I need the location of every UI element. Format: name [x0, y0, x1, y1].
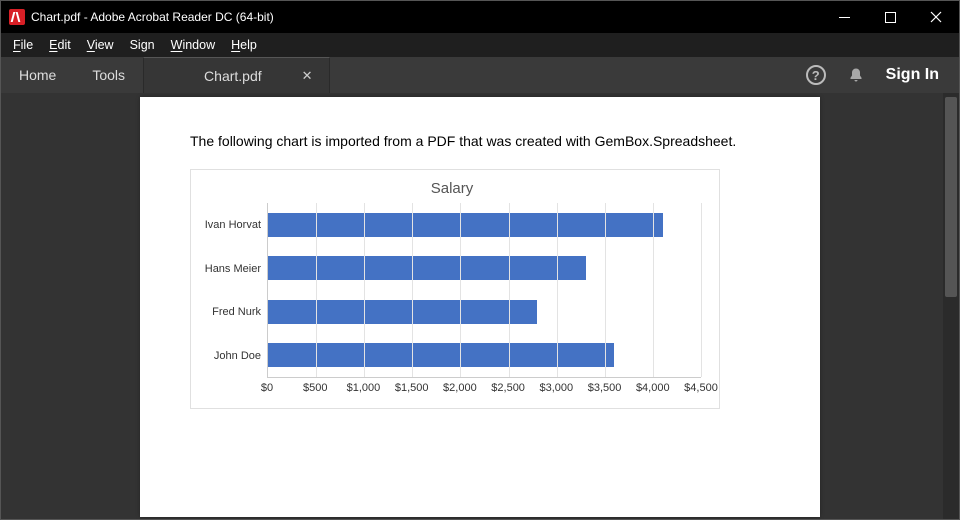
- chart-y-label: Fred Nurk: [203, 291, 267, 335]
- chart-gridline: [509, 203, 510, 377]
- menubar: File Edit View Sign Window Help: [1, 33, 959, 57]
- menu-sign[interactable]: Sign: [122, 36, 163, 54]
- close-icon: [930, 11, 942, 23]
- chart-gridline: [412, 203, 413, 377]
- minimize-button[interactable]: [821, 1, 867, 33]
- chart-x-label: $3,500: [588, 382, 622, 394]
- chart-bars: [268, 203, 701, 377]
- signin-button[interactable]: Sign In: [886, 66, 939, 84]
- document-viewport[interactable]: The following chart is imported from a P…: [1, 93, 959, 519]
- chart-gridline: [364, 203, 365, 377]
- toolbar-left: Home Tools Chart.pdf ✕: [1, 57, 330, 93]
- toolbar-right: ? Sign In: [806, 57, 959, 93]
- window-title: Chart.pdf - Adobe Acrobat Reader DC (64-…: [31, 10, 821, 24]
- chart-x-axis: $0$500$1,000$1,500$2,000$2,500$3,000$3,5…: [267, 378, 701, 398]
- tab-close-icon[interactable]: ✕: [302, 68, 313, 84]
- scrollbar-thumb[interactable]: [945, 97, 957, 297]
- chart-plot-area: [267, 203, 701, 378]
- vertical-scrollbar[interactable]: ▴: [943, 93, 959, 519]
- chart-bar-row: [268, 334, 701, 378]
- chart-gridline: [316, 203, 317, 377]
- chart-x-label: $2,000: [443, 382, 477, 394]
- document-tab-label: Chart.pdf: [204, 68, 262, 84]
- chart-y-label: John Doe: [203, 334, 267, 378]
- tools-button[interactable]: Tools: [74, 57, 143, 93]
- close-button[interactable]: [913, 1, 959, 33]
- notifications-icon[interactable]: [848, 67, 864, 83]
- chart-x-label: $500: [303, 382, 327, 394]
- pdf-page: The following chart is imported from a P…: [140, 97, 820, 517]
- help-icon[interactable]: ?: [806, 65, 826, 85]
- salary-chart: Salary Ivan HorvatHans MeierFred NurkJoh…: [190, 169, 720, 409]
- document-tab[interactable]: Chart.pdf ✕: [143, 57, 330, 93]
- chart-y-label: Ivan Horvat: [203, 203, 267, 247]
- toolbar: Home Tools Chart.pdf ✕ ? Sign In: [1, 57, 959, 93]
- chart-x-label: $2,500: [491, 382, 525, 394]
- app-window: Chart.pdf - Adobe Acrobat Reader DC (64-…: [0, 0, 960, 520]
- chart-gridline: [557, 203, 558, 377]
- document-area: The following chart is imported from a P…: [1, 93, 959, 519]
- chart-x-label: $4,500: [684, 382, 718, 394]
- maximize-button[interactable]: [867, 1, 913, 33]
- menu-edit[interactable]: Edit: [41, 36, 79, 54]
- chart-x-labels: $0$500$1,000$1,500$2,000$2,500$3,000$3,5…: [267, 378, 701, 398]
- chart-bar-row: [268, 203, 701, 247]
- chart-x-label: $0: [261, 382, 273, 394]
- menu-window[interactable]: Window: [163, 36, 223, 54]
- page-caption: The following chart is imported from a P…: [190, 133, 770, 149]
- home-button[interactable]: Home: [1, 57, 74, 93]
- chart-x-label: $3,000: [540, 382, 574, 394]
- chart-x-label: $4,000: [636, 382, 670, 394]
- chart-gridline: [460, 203, 461, 377]
- chart-bar-row: [268, 290, 701, 334]
- maximize-icon: [885, 12, 896, 23]
- chart-y-labels: Ivan HorvatHans MeierFred NurkJohn Doe: [203, 203, 267, 378]
- titlebar: Chart.pdf - Adobe Acrobat Reader DC (64-…: [1, 1, 959, 33]
- menu-view[interactable]: View: [79, 36, 122, 54]
- chart-title: Salary: [203, 180, 701, 197]
- chart-x-label: $1,000: [347, 382, 381, 394]
- menu-help[interactable]: Help: [223, 36, 265, 54]
- window-controls: [821, 1, 959, 33]
- app-icon: [9, 9, 25, 25]
- chart-y-label: Hans Meier: [203, 247, 267, 291]
- chart-gridline: [605, 203, 606, 377]
- chart-plot: Ivan HorvatHans MeierFred NurkJohn Doe: [203, 203, 701, 378]
- chart-gridline: [653, 203, 654, 377]
- chart-bar: [268, 213, 663, 237]
- chart-x-label: $1,500: [395, 382, 429, 394]
- chart-bar: [268, 343, 614, 367]
- chart-bar-row: [268, 247, 701, 291]
- minimize-icon: [839, 12, 850, 23]
- chart-bar: [268, 300, 537, 324]
- menu-file[interactable]: File: [5, 36, 41, 54]
- chart-gridline: [701, 203, 702, 377]
